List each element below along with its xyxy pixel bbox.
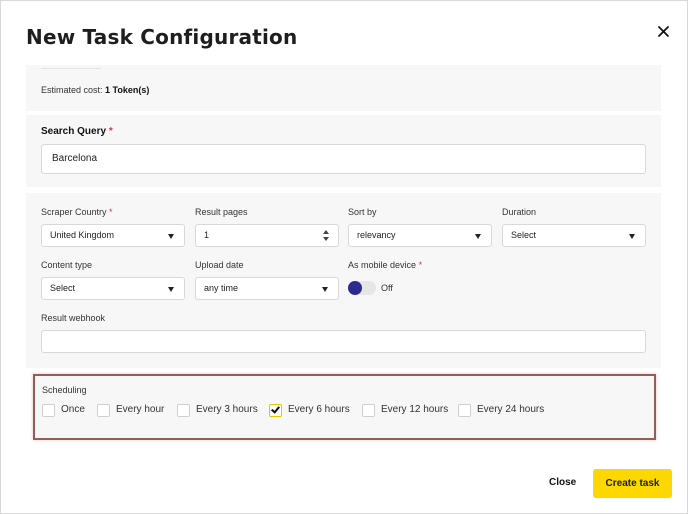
duration-value: Select — [511, 230, 537, 240]
upload-date-label: Upload date — [195, 260, 244, 270]
form-scroll-area[interactable]: Estimated cost: 1 Token(s) Search Query … — [26, 65, 662, 455]
sort-by-value: relevancy — [357, 230, 396, 240]
mobile-device-state: Off — [381, 283, 393, 293]
mobile-device-toggle[interactable] — [348, 281, 376, 295]
result-pages-value: 1 — [204, 230, 210, 240]
caret-down-icon — [168, 234, 174, 239]
checkbox[interactable] — [362, 404, 375, 417]
estimated-cost: Estimated cost: 1 Token(s) — [41, 85, 149, 95]
checkbox[interactable] — [458, 404, 471, 417]
scheduling-section: Scheduling Once Every hour Every 3 hours… — [33, 374, 656, 440]
schedule-option-label: Every 3 hours — [196, 404, 258, 415]
result-pages-label: Result pages — [195, 207, 248, 217]
upload-date-value: any time — [204, 283, 239, 293]
close-button[interactable]: Close — [549, 477, 577, 488]
checkbox[interactable] — [42, 404, 55, 417]
schedule-option-every-hour[interactable]: Every hour — [97, 403, 177, 419]
scraper-country-value: United Kingdom — [50, 230, 115, 240]
create-task-button[interactable]: Create task — [593, 469, 672, 498]
required-mark: * — [418, 260, 423, 270]
schedule-option-label: Every 24 hours — [477, 404, 545, 415]
content-type-label: Content type — [41, 260, 93, 270]
upload-date-select[interactable]: any time — [195, 277, 339, 300]
search-query-label: Search Query * — [41, 126, 113, 137]
checkbox-checked[interactable] — [269, 404, 282, 417]
search-query-panel: Search Query * Barcelona — [26, 115, 661, 187]
result-webhook-label: Result webhook — [41, 313, 106, 323]
mobile-device-label-text: As mobile device — [348, 260, 417, 270]
caret-down-icon — [629, 234, 635, 239]
mobile-device-label: As mobile device * — [348, 260, 422, 270]
caret-down-icon — [168, 287, 174, 292]
content-type-select[interactable]: Select — [41, 277, 185, 300]
cost-tab-divider — [41, 65, 101, 69]
sort-by-label: Sort by — [348, 207, 377, 217]
content-type-value: Select — [50, 283, 76, 293]
schedule-option-every-6-hours[interactable]: Every 6 hours — [269, 403, 359, 419]
schedule-option-every-24-hours[interactable]: Every 24 hours — [458, 403, 553, 419]
result-pages-stepper[interactable]: 1 — [195, 224, 339, 247]
schedule-option-label: Once — [61, 404, 85, 415]
required-mark: * — [109, 207, 113, 217]
cost-value: 1 Token(s) — [105, 85, 150, 95]
checkbox[interactable] — [177, 404, 190, 417]
parameters-panel: Scraper Country * United Kingdom Result … — [26, 193, 661, 368]
scraper-country-select[interactable]: United Kingdom — [41, 224, 185, 247]
schedule-option-every-3-hours[interactable]: Every 3 hours — [177, 403, 267, 419]
search-query-input[interactable]: Barcelona — [41, 144, 646, 174]
schedule-option-every-12-hours[interactable]: Every 12 hours — [362, 403, 457, 419]
checkbox[interactable] — [97, 404, 110, 417]
schedule-option-label: Every hour — [116, 404, 165, 415]
scheduling-label: Scheduling — [42, 385, 87, 395]
close-icon[interactable] — [655, 23, 673, 41]
duration-label: Duration — [502, 207, 537, 217]
cost-label: Estimated cost: — [41, 85, 103, 95]
toggle-knob — [348, 281, 362, 295]
schedule-option-once[interactable]: Once — [42, 403, 102, 419]
caret-down-icon — [475, 234, 481, 239]
duration-select[interactable]: Select — [502, 224, 646, 247]
scraper-country-label: Scraper Country * — [41, 207, 113, 217]
search-query-label-text: Search Query — [41, 126, 107, 137]
scraper-country-label-text: Scraper Country — [41, 207, 107, 217]
sort-by-select[interactable]: relevancy — [348, 224, 492, 247]
required-mark: * — [108, 126, 113, 137]
dialog-title: New Task Configuration — [26, 25, 298, 49]
stepper-arrows-icon[interactable] — [323, 230, 330, 242]
caret-down-icon — [322, 287, 328, 292]
result-webhook-input[interactable] — [41, 330, 646, 353]
cost-panel: Estimated cost: 1 Token(s) — [26, 65, 661, 111]
schedule-option-label: Every 12 hours — [381, 404, 449, 415]
checkmark-icon — [271, 404, 280, 414]
schedule-option-label: Every 6 hours — [288, 404, 350, 415]
